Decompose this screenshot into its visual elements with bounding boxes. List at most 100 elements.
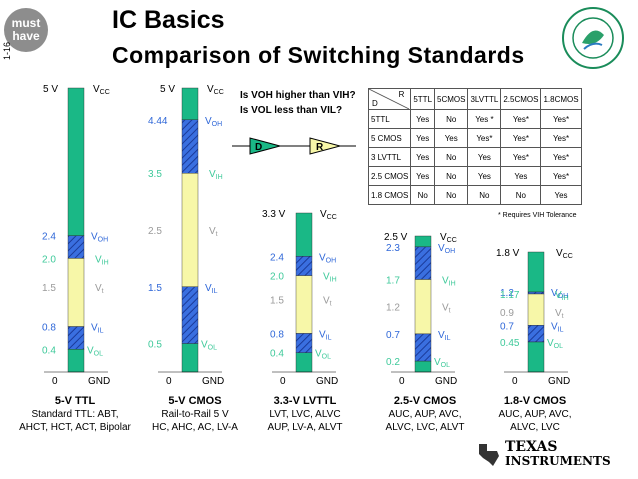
vil-vol-margin-band <box>527 325 545 343</box>
row-label: 1.8 CMOS <box>367 185 412 205</box>
logo-line-1: TEXAS <box>505 439 558 455</box>
vih-value: 3.5 <box>148 169 162 180</box>
vil-label: VIL <box>91 323 104 335</box>
table-cell: Yes <box>410 109 436 129</box>
table-footnote: * Requires VIH Tolerance <box>498 212 577 219</box>
voh-label: VOH <box>205 116 222 128</box>
standard-name: 5-V TTL <box>55 395 96 407</box>
gnd-label: GND <box>548 376 570 387</box>
eco-seal-icon <box>562 7 624 69</box>
gnd-label: GND <box>88 376 110 387</box>
voh-band <box>414 235 432 248</box>
voh-value: 2.4 <box>270 252 284 263</box>
standard-column-0: 5 V 2.4 2.0 1.5 0.8 0.4 0 VCC VOH VIH Vt VIL VOL GND 5… <box>19 84 131 433</box>
table-cell: No <box>467 185 502 205</box>
standard-column-1: 5 V 4.44 3.5 2.5 1.5 0.5 0 VCC VOH VIH Vt VIL VOL GND… <box>148 84 238 433</box>
vol-value: 0.2 <box>386 357 400 368</box>
question-voh-vih: Is VOH higher than VIH? <box>240 90 356 101</box>
table-cell: No <box>410 185 436 205</box>
corner-receiver: R <box>398 90 405 99</box>
question-vol-vil: Is VOL less than VIL? <box>240 105 343 116</box>
vt-value: 1.2 <box>386 303 400 314</box>
table-header-cell: 5CMOS <box>434 88 469 110</box>
standard-desc-2: AUP, LV-A, ALVT <box>267 422 342 433</box>
table-row: 1.8 CMOS No No No No Yes <box>367 185 582 205</box>
table-row: 5 CMOS Yes Yes Yes* Yes* Yes* <box>367 128 582 148</box>
voh-value: 2.4 <box>42 232 56 243</box>
must-have-badge: must have <box>4 8 48 52</box>
voh-value: 2.3 <box>386 243 400 254</box>
vol-value: 0.5 <box>148 340 162 351</box>
threshold-band <box>181 172 199 287</box>
vil-label: VIL <box>438 330 451 342</box>
vih-label: VIH <box>555 290 569 302</box>
badge-line-1: must <box>11 16 41 30</box>
row-label: 3 LVTTL <box>367 147 412 167</box>
standard-name: 2.5-V CMOS <box>394 395 456 407</box>
table-cell: Yes* <box>540 109 582 129</box>
table-cell: Yes* <box>467 128 502 148</box>
table-cell: Yes* <box>500 147 542 167</box>
vih-label: VIH <box>95 254 109 266</box>
vt-value: 1.5 <box>42 283 56 294</box>
vil-vol-margin-band <box>67 326 85 350</box>
standard-name: 5-V CMOS <box>168 395 221 407</box>
driver-label: D <box>255 142 262 153</box>
zero-label: 0 <box>166 376 172 387</box>
logo-line-2: INSTRUMENTS <box>505 454 611 468</box>
vih-label: VIH <box>442 276 456 288</box>
voh-value: 4.44 <box>148 116 168 127</box>
page-subtitle: Comparison of Switching Standards <box>112 42 525 68</box>
voh-band <box>527 251 545 293</box>
standard-desc-2: AHCT, HCT, ACT, Bipolar <box>19 422 131 433</box>
standard-desc-1: LVT, LVC, ALVC <box>269 409 340 420</box>
standard-name: 3.3-V LVTTL <box>274 395 337 407</box>
threshold-band <box>414 279 432 335</box>
table-corner-cell: R D <box>367 88 412 110</box>
vt-label: Vt <box>209 226 218 238</box>
standard-column-2: 3.3 V 2.4 2.0 1.5 0.8 0.4 0 VCC VOH VIH Vt VIL VOL GN… <box>262 209 343 433</box>
table-cell: Yes* <box>500 128 542 148</box>
table-cell: No <box>434 147 469 167</box>
vih-value: 1.17 <box>500 290 520 301</box>
table-header-cell: 3LVTTL <box>467 88 502 110</box>
vt-label: Vt <box>555 308 564 320</box>
vil-label: VIL <box>205 283 218 295</box>
vol-label: VOL <box>547 338 563 350</box>
voh-vih-margin-band <box>67 235 85 259</box>
threshold-band <box>295 275 313 334</box>
table-cell: Yes <box>410 147 436 167</box>
standard-desc-2: ALVC, LVC <box>510 422 560 433</box>
vt-label: Vt <box>323 296 332 308</box>
vil-value: 0.8 <box>270 329 284 340</box>
vcc-value: 5 V <box>160 84 175 95</box>
voh-band <box>181 87 199 121</box>
vih-value: 1.7 <box>386 276 400 287</box>
receiver-buffer-icon <box>309 137 342 155</box>
vil-value: 0.7 <box>386 330 400 341</box>
vih-value: 2.0 <box>270 272 284 283</box>
vol-value: 0.45 <box>500 338 520 349</box>
vt-label: Vt <box>95 283 104 295</box>
standard-desc-1: AUC, AUP, AVC, <box>499 409 572 420</box>
table-header-cell: 5TTL <box>410 88 436 110</box>
gnd-label: GND <box>202 376 224 387</box>
voh-vih-margin-band <box>181 119 199 174</box>
vil-vol-margin-band <box>414 333 432 362</box>
receiver-label: R <box>316 142 324 153</box>
vol-value: 0.4 <box>42 345 56 356</box>
vol-label: VOL <box>434 357 450 369</box>
voh-label: VOH <box>551 288 568 300</box>
vt-value: 2.5 <box>148 226 162 237</box>
table-row: 5TTL Yes No Yes * Yes* Yes* <box>367 109 582 129</box>
row-label: 5TTL <box>367 109 412 129</box>
driver-buffer-icon <box>249 137 282 155</box>
vil-label: VIL <box>319 329 332 341</box>
zero-label: 0 <box>512 376 518 387</box>
standard-desc-1: AUC, AUP, AVC, <box>389 409 462 420</box>
vil-value: 0.7 <box>500 321 514 332</box>
vt-value: 1.5 <box>270 296 284 307</box>
table-cell: Yes <box>410 166 436 186</box>
zero-label: 0 <box>52 376 58 387</box>
